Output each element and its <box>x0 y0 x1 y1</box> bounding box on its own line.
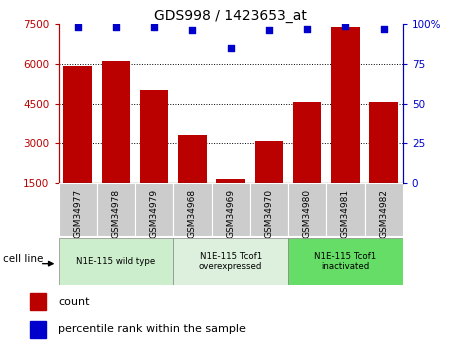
Bar <box>58 183 97 236</box>
Bar <box>212 183 250 236</box>
Bar <box>331 27 360 223</box>
Bar <box>58 238 173 285</box>
Point <box>227 45 234 51</box>
Point <box>380 26 387 32</box>
Bar <box>173 183 212 236</box>
Text: GSM34968: GSM34968 <box>188 189 197 238</box>
Text: N1E-115 Tcof1
inactivated: N1E-115 Tcof1 inactivated <box>314 252 377 271</box>
Bar <box>135 183 173 236</box>
Bar <box>102 61 130 223</box>
Text: GSM34982: GSM34982 <box>379 189 388 238</box>
Bar <box>173 238 288 285</box>
Bar <box>369 102 398 223</box>
Text: GSM34981: GSM34981 <box>341 189 350 238</box>
Point <box>266 28 273 33</box>
Point <box>189 28 196 33</box>
Text: GSM34980: GSM34980 <box>302 189 311 238</box>
Text: count: count <box>58 297 90 306</box>
Title: GDS998 / 1423653_at: GDS998 / 1423653_at <box>154 9 307 23</box>
Bar <box>216 179 245 223</box>
Bar <box>63 67 92 223</box>
Bar <box>288 238 403 285</box>
Bar <box>364 183 403 236</box>
Text: cell line: cell line <box>3 254 43 264</box>
Bar <box>250 183 288 236</box>
Point <box>74 24 81 30</box>
Text: N1E-115 Tcof1
overexpressed: N1E-115 Tcof1 overexpressed <box>199 252 262 271</box>
Text: percentile rank within the sample: percentile rank within the sample <box>58 324 247 334</box>
Bar <box>97 183 135 236</box>
Text: GSM34977: GSM34977 <box>73 189 82 238</box>
Bar <box>255 140 283 223</box>
Bar <box>140 90 168 223</box>
Point <box>112 24 120 30</box>
Text: N1E-115 wild type: N1E-115 wild type <box>76 257 156 266</box>
Text: GSM34978: GSM34978 <box>112 189 121 238</box>
Bar <box>288 183 326 236</box>
Point <box>342 23 349 29</box>
Bar <box>30 293 46 310</box>
Bar <box>326 183 365 236</box>
Point <box>303 26 310 32</box>
Bar <box>30 321 46 338</box>
Text: GSM34970: GSM34970 <box>265 189 274 238</box>
Text: GSM34979: GSM34979 <box>149 189 158 238</box>
Text: GSM34969: GSM34969 <box>226 189 235 238</box>
Point <box>150 24 158 30</box>
Bar <box>293 102 321 223</box>
Bar <box>178 135 207 223</box>
